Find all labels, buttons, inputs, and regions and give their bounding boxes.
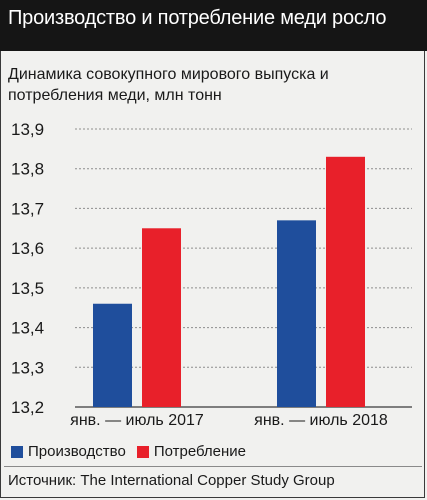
header-bar: Производство и потребление меди росло bbox=[0, 0, 427, 51]
y-tick-label: 13,7 bbox=[11, 199, 44, 218]
bar-consumption-1 bbox=[326, 156, 365, 407]
labels-layer: 13,9 13,8 13,7 13,6 13,5 13,4 13,3 13,2 янв. — и… bbox=[11, 120, 388, 429]
y-tick-label: 13,4 bbox=[11, 319, 44, 338]
y-tick-label: 13,3 bbox=[11, 358, 44, 377]
source-divider bbox=[4, 466, 422, 467]
y-tick-label: 13,6 bbox=[11, 239, 44, 258]
y-tick-label: 13,2 bbox=[11, 398, 44, 417]
chart-legend: Производство Потребление bbox=[11, 443, 257, 460]
x-tick-label: янв. — июль 2017 bbox=[70, 412, 204, 429]
legend-swatch-production bbox=[11, 445, 23, 458]
x-tick-label: янв. — июль 2018 bbox=[254, 412, 388, 429]
y-tick-label: 13,5 bbox=[11, 279, 44, 298]
legend-item-consumption: Потребление bbox=[136, 443, 247, 460]
bar-consumption-0 bbox=[142, 228, 181, 407]
legend-label-consumption: Потребление bbox=[153, 443, 247, 460]
y-tick-label: 13,9 bbox=[11, 120, 44, 139]
legend-swatch-consumption bbox=[136, 445, 149, 458]
chart-title: Динамика совокупного мирового выпуска и … bbox=[8, 66, 329, 104]
bars-layer bbox=[93, 156, 365, 407]
y-tick-label: 13,8 bbox=[11, 160, 44, 179]
source-note: Источник: The International Copper Study… bbox=[8, 472, 335, 489]
bar-production-1 bbox=[277, 220, 316, 407]
bar-production-0 bbox=[93, 303, 132, 407]
legend-label-production: Производство bbox=[28, 443, 126, 460]
legend-item-production: Производство bbox=[11, 443, 126, 460]
page-title: Производство и потребление меди росло bbox=[8, 7, 387, 29]
